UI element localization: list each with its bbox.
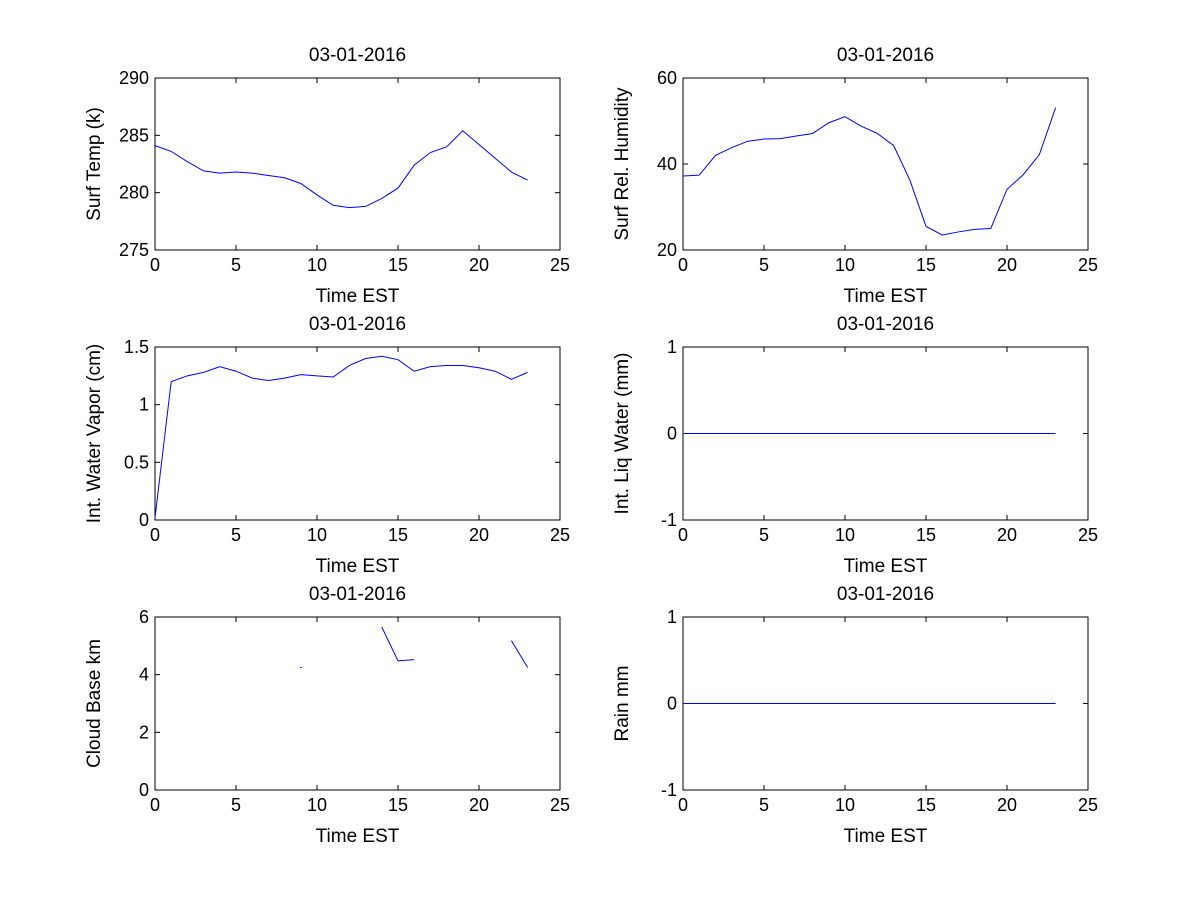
y-tick-label: -1	[661, 510, 677, 530]
x-tick-label: 20	[469, 525, 489, 545]
chart-title: 03-01-2016	[837, 314, 934, 335]
x-tick-label: 25	[550, 255, 570, 275]
x-tick-label: 15	[388, 255, 408, 275]
subplot-3: 0 5 10 15 20 25 0 0.5 1 1.5 03-01-2016 Time EST Int.…	[84, 314, 570, 577]
series-line	[154, 130, 528, 209]
y-tick-label: 20	[657, 240, 677, 260]
x-axis-label: Time EST	[844, 826, 928, 847]
x-tick-label: 25	[1078, 795, 1098, 815]
plot-area	[154, 77, 561, 251]
x-tick-label: 5	[759, 795, 769, 815]
subplot-2: 0 5 10 15 20 25 20 40 60 03-01-2016 Time EST Surf R…	[612, 45, 1098, 307]
y-tick-label: 4	[139, 665, 149, 685]
y-tick-label: 0	[139, 780, 149, 800]
x-tick-label: 10	[307, 795, 327, 815]
y-tick-label: 6	[139, 607, 149, 627]
y-axis-label: Surf Rel. Humidity	[612, 87, 633, 241]
x-tick-label: 20	[997, 795, 1017, 815]
y-tick-label: 40	[657, 154, 677, 174]
plot-area	[154, 616, 561, 791]
x-tick-label: 20	[997, 255, 1017, 275]
x-axis-label: Time EST	[316, 286, 400, 307]
x-tick-label: 20	[997, 525, 1017, 545]
x-tick-label: 25	[1078, 525, 1098, 545]
x-tick-label: 0	[150, 525, 160, 545]
x-tick-label: 5	[231, 525, 241, 545]
x-tick-label: 5	[759, 255, 769, 275]
x-tick-label: 10	[835, 525, 855, 545]
chart-title: 03-01-2016	[309, 584, 406, 605]
y-axis-label: Cloud Base km	[84, 639, 105, 768]
x-tick-label: 25	[550, 525, 570, 545]
x-tick-label: 0	[150, 795, 160, 815]
y-axis-label: Surf Temp (k)	[84, 107, 105, 221]
y-tick-label: 0	[667, 694, 677, 714]
series-line	[381, 626, 529, 668]
y-tick-label: 0.5	[124, 452, 149, 472]
subplot-1: 0 5 10 15 20 25 275 280 285 290 03-01-2016 Time EST…	[84, 45, 570, 307]
y-tick-label: 1	[667, 607, 677, 627]
x-tick-label: 15	[388, 795, 408, 815]
y-axis-label: Rain mm	[612, 665, 633, 741]
x-tick-label: 25	[550, 795, 570, 815]
x-tick-label: 10	[307, 255, 327, 275]
y-axis-label: Int. Water Vapor (cm)	[84, 344, 105, 523]
plot-area	[154, 346, 561, 521]
series-line	[154, 355, 528, 518]
x-tick-label: 0	[678, 255, 688, 275]
subplot-5: 0 5 10 15 20 25 0 2 4 6 03-01-2016 Time EST Cloud Ba…	[84, 584, 570, 847]
x-tick-label: 5	[231, 795, 241, 815]
x-tick-label: 5	[759, 525, 769, 545]
x-axis-label: Time EST	[844, 556, 928, 577]
x-tick-label: 5	[231, 255, 241, 275]
x-axis-label: Time EST	[844, 286, 928, 307]
x-axis-label: Time EST	[316, 556, 400, 577]
y-tick-label: 285	[119, 125, 149, 145]
series-line	[682, 107, 1057, 236]
chart-title: 03-01-2016	[837, 584, 934, 605]
chart-title: 03-01-2016	[837, 45, 934, 66]
chart-title: 03-01-2016	[309, 314, 406, 335]
y-tick-label: 2	[139, 722, 149, 742]
x-axis-label: Time EST	[316, 826, 400, 847]
x-tick-label: 15	[916, 795, 936, 815]
y-tick-label: 275	[119, 240, 149, 260]
x-tick-label: 10	[835, 255, 855, 275]
y-tick-label: 1.5	[124, 337, 149, 357]
x-tick-label: 15	[916, 525, 936, 545]
y-tick-label: 290	[119, 68, 149, 88]
x-tick-label: 20	[469, 255, 489, 275]
x-tick-label: 15	[388, 525, 408, 545]
x-tick-label: 10	[835, 795, 855, 815]
y-tick-label: 1	[139, 395, 149, 415]
y-tick-label: 0	[667, 424, 677, 444]
y-tick-label: -1	[661, 780, 677, 800]
y-tick-label: 0	[139, 510, 149, 530]
chart-title: 03-01-2016	[309, 45, 406, 66]
y-tick-label: 1	[667, 337, 677, 357]
y-axis-label: Int. Liq Water (mm)	[612, 353, 633, 515]
x-tick-label: 25	[1078, 255, 1098, 275]
x-tick-label: 15	[916, 255, 936, 275]
y-tick-label: 280	[119, 183, 149, 203]
x-tick-label: 0	[678, 525, 688, 545]
x-tick-label: 0	[150, 255, 160, 275]
x-tick-label: 0	[678, 795, 688, 815]
x-tick-label: 20	[469, 795, 489, 815]
plot-area	[682, 77, 1089, 251]
y-tick-label: 60	[657, 68, 677, 88]
x-tick-label: 10	[307, 525, 327, 545]
